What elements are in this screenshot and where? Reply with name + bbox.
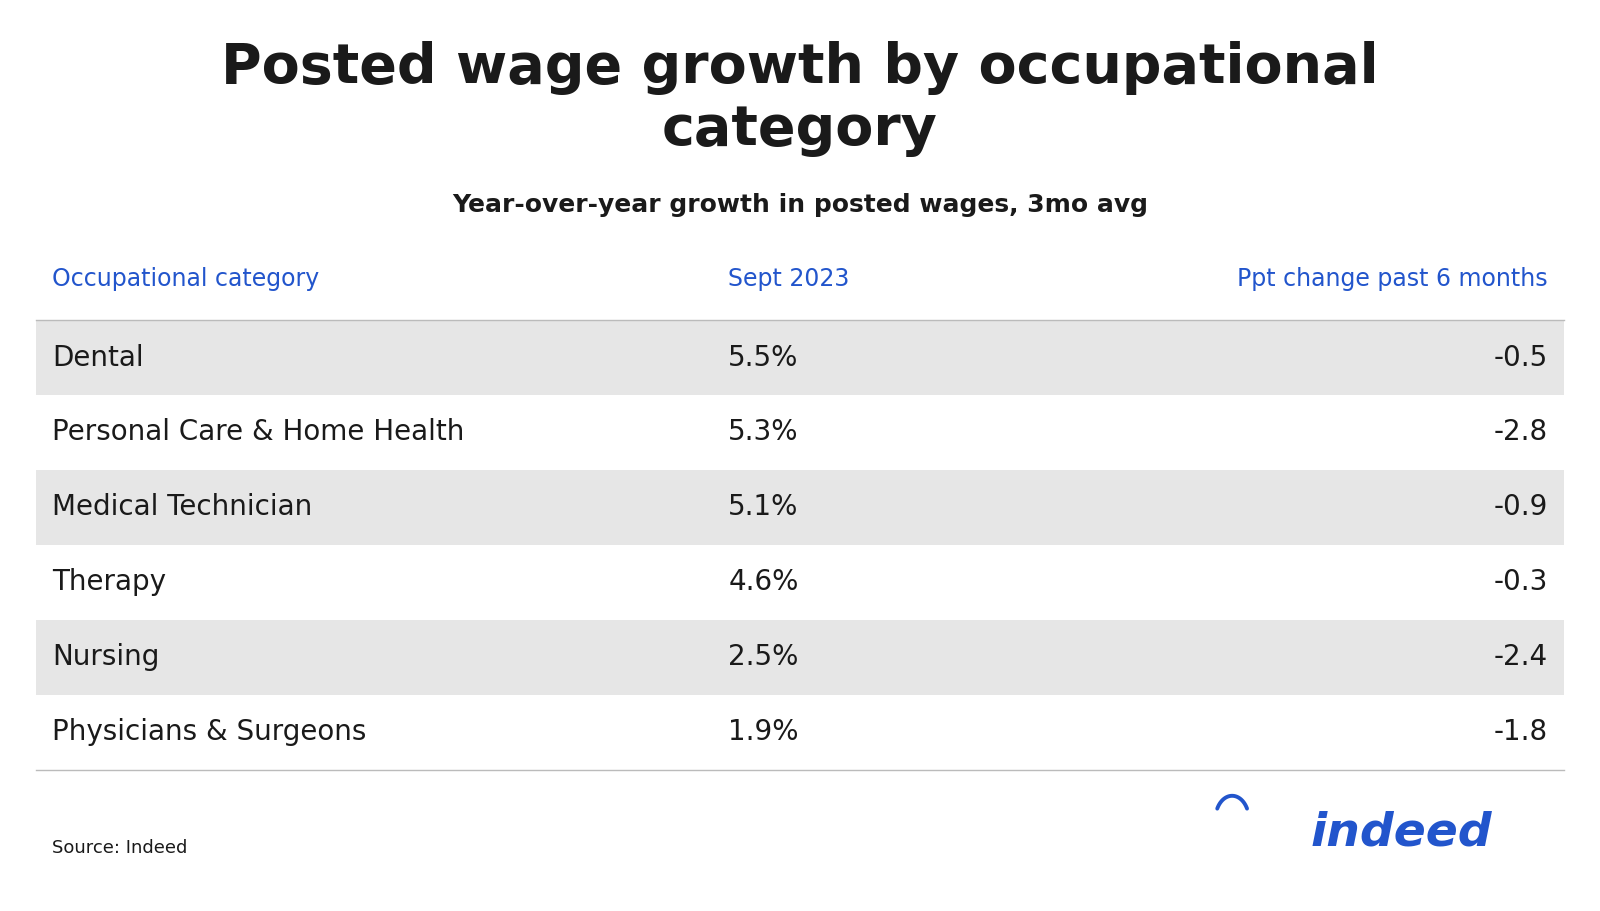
Text: Posted wage growth by occupational
category: Posted wage growth by occupational categ… — [221, 41, 1379, 157]
Text: -0.9: -0.9 — [1494, 494, 1549, 521]
Text: indeed: indeed — [1310, 810, 1493, 855]
FancyBboxPatch shape — [35, 395, 1565, 470]
FancyBboxPatch shape — [35, 619, 1565, 695]
Text: -0.5: -0.5 — [1494, 343, 1549, 372]
Text: Sept 2023: Sept 2023 — [728, 268, 850, 292]
Text: 1.9%: 1.9% — [728, 718, 798, 746]
Text: Therapy: Therapy — [51, 568, 166, 597]
Text: 2.5%: 2.5% — [728, 643, 798, 671]
FancyBboxPatch shape — [35, 320, 1565, 395]
Text: Physicians & Surgeons: Physicians & Surgeons — [51, 718, 366, 746]
Text: Ppt change past 6 months: Ppt change past 6 months — [1237, 268, 1549, 292]
Text: -2.8: -2.8 — [1494, 418, 1549, 446]
Text: Personal Care & Home Health: Personal Care & Home Health — [51, 418, 464, 446]
Text: Year-over-year growth in posted wages, 3mo avg: Year-over-year growth in posted wages, 3… — [453, 192, 1149, 217]
Text: -2.4: -2.4 — [1494, 643, 1549, 671]
Text: Dental: Dental — [51, 343, 144, 372]
Text: 5.1%: 5.1% — [728, 494, 798, 521]
Text: Occupational category: Occupational category — [51, 268, 318, 292]
Text: -1.8: -1.8 — [1494, 718, 1549, 746]
Text: -0.3: -0.3 — [1494, 568, 1549, 597]
Text: Nursing: Nursing — [51, 643, 160, 671]
Text: 4.6%: 4.6% — [728, 568, 798, 597]
FancyBboxPatch shape — [35, 695, 1565, 770]
Text: Medical Technician: Medical Technician — [51, 494, 312, 521]
FancyBboxPatch shape — [35, 545, 1565, 619]
Text: Source: Indeed: Source: Indeed — [51, 839, 187, 857]
Text: 5.5%: 5.5% — [728, 343, 798, 372]
FancyBboxPatch shape — [35, 470, 1565, 545]
Text: 5.3%: 5.3% — [728, 418, 798, 446]
